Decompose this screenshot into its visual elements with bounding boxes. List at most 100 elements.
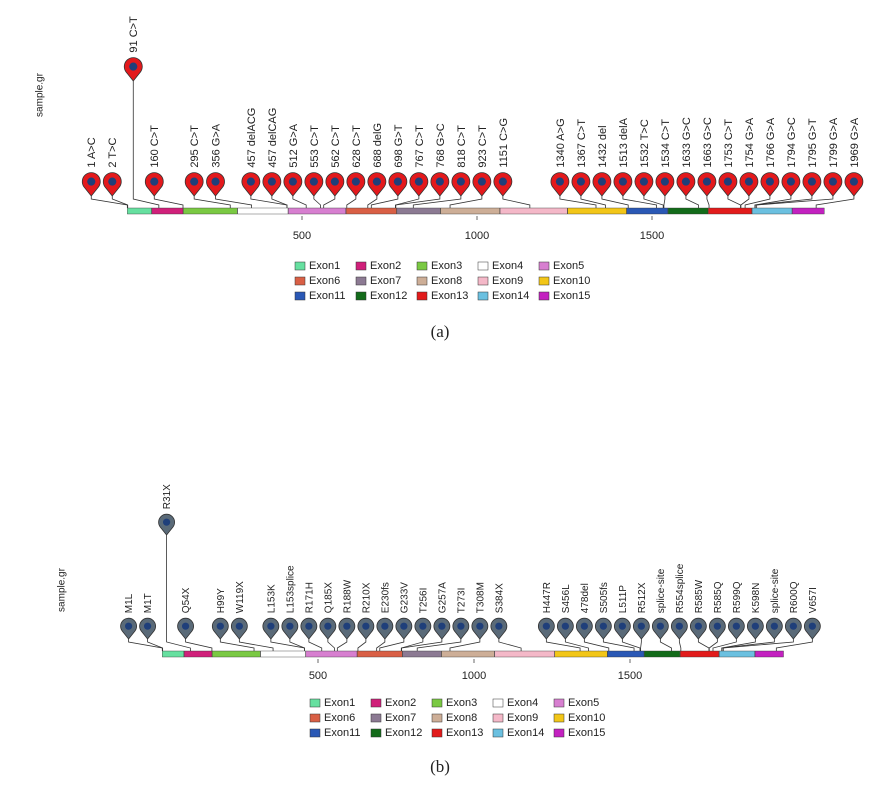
exon (237, 207, 289, 215)
exon (554, 650, 608, 658)
connector (659, 639, 672, 651)
legend-swatch (538, 276, 550, 286)
panel-label: (b) (430, 757, 450, 776)
mutation-label: 295 C>T (189, 125, 201, 168)
connector (744, 196, 771, 208)
connector (697, 639, 710, 651)
legend-swatch (553, 698, 565, 708)
x-tick-label: 1000 (465, 230, 489, 242)
exon (162, 650, 185, 658)
mutation-label: splice-site (770, 568, 781, 613)
pin-center (702, 177, 711, 186)
legend-swatch (370, 713, 382, 723)
connector (219, 639, 255, 651)
connector (722, 639, 794, 651)
mutation-label: Q185X (324, 582, 335, 613)
exon (792, 207, 825, 215)
pin-center (438, 622, 446, 630)
connector (357, 639, 367, 651)
pin-center (305, 622, 313, 630)
mutation-label: 698 G>T (393, 124, 405, 167)
pin-center (765, 177, 774, 186)
mutation-label: L511P (618, 585, 629, 614)
mutation-label: 1794 G>C (786, 117, 798, 168)
connector (367, 196, 378, 208)
mutation-label: R210X (362, 582, 373, 613)
legend-swatch (309, 698, 321, 708)
legend-label: Exon11 (309, 290, 346, 302)
connector (336, 639, 348, 651)
pin-center (456, 177, 465, 186)
mutation-label: 1367 C>T (576, 119, 588, 168)
pin-center (288, 177, 297, 186)
exon (212, 650, 261, 658)
connector (601, 196, 629, 208)
exon (345, 207, 397, 215)
exon (567, 207, 627, 215)
x-tick-label: 500 (293, 230, 311, 242)
connector (327, 639, 335, 651)
exon (754, 650, 784, 658)
connector (313, 196, 321, 208)
pin-center (362, 622, 370, 630)
mutation-label: 767 C>T (414, 125, 426, 168)
pin-center (770, 622, 778, 630)
pin-center (162, 518, 171, 526)
pin-center (751, 622, 759, 630)
pin-center (414, 177, 423, 186)
legend-label: Exon9 (492, 275, 523, 287)
legend-swatch (431, 728, 443, 738)
legend-label: Exon5 (553, 260, 584, 272)
mutation-label: S505fs (599, 582, 610, 613)
legend-swatch (492, 713, 504, 723)
connector (708, 639, 718, 651)
exon (751, 207, 793, 215)
mutation-label: Q54X (181, 587, 192, 613)
legend-swatch (294, 261, 306, 271)
mutation-label: splice-site (656, 568, 667, 613)
connector (602, 639, 635, 651)
pin-center (381, 622, 389, 630)
legend-label: Exon11 (324, 727, 361, 739)
connector (621, 639, 641, 651)
legend-swatch (294, 291, 306, 301)
connector (622, 196, 657, 208)
pin-center (694, 622, 702, 630)
mutation-label: G257A (438, 582, 449, 613)
legend-label: Exon4 (507, 697, 538, 709)
legend-label: Exon13 (431, 290, 468, 302)
connector (401, 639, 443, 651)
connector (740, 196, 750, 208)
legend-label: Exon7 (370, 275, 401, 287)
exon (626, 207, 668, 215)
connector (580, 196, 606, 208)
mutation-label: 818 C>T (456, 125, 468, 168)
pin-center (419, 622, 427, 630)
legend-label: Exon6 (309, 275, 340, 287)
connector (663, 196, 666, 208)
pin-center (393, 177, 402, 186)
legend-label: Exon13 (446, 727, 483, 739)
mutation-label: L153K (267, 584, 278, 613)
pin-center (561, 622, 569, 630)
pin-center (723, 177, 732, 186)
connector (449, 196, 483, 208)
connector (153, 196, 184, 208)
panel-label: (a) (431, 322, 450, 341)
exon (357, 650, 403, 658)
pin-center (660, 177, 669, 186)
mutation-label: 1969 G>A (849, 117, 861, 168)
legend-swatch (538, 261, 550, 271)
mutation-label: M1L (124, 593, 135, 613)
pin-center (108, 177, 117, 186)
exon (494, 650, 555, 658)
pin-center (190, 177, 199, 186)
mutation-label: 1795 G>T (807, 118, 819, 168)
legend-swatch (538, 291, 550, 301)
exon (441, 650, 495, 658)
pin-center (828, 177, 837, 186)
connector (346, 196, 357, 208)
legend-swatch (553, 713, 565, 723)
pin-center (656, 622, 664, 630)
